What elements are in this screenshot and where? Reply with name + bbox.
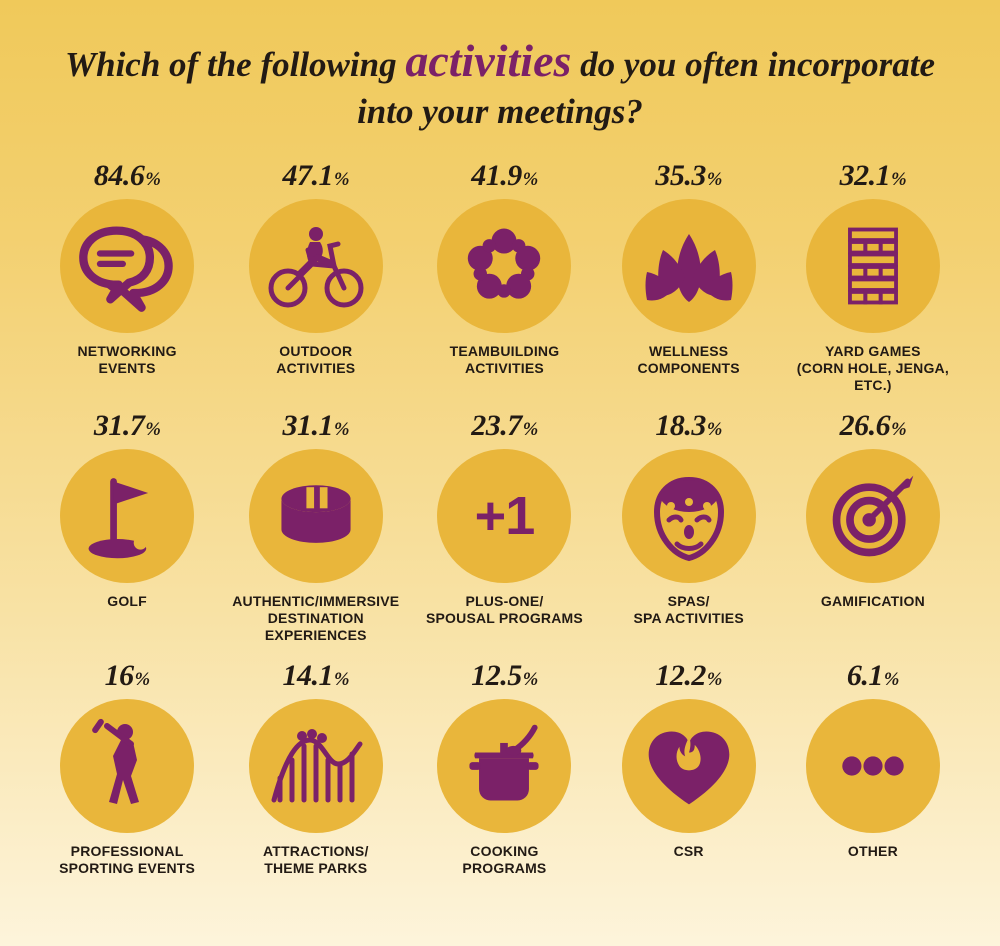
activity-percentage: 18.3% — [655, 409, 722, 443]
activity-item: 12.5% COOKING PROGRAMS — [425, 659, 583, 895]
activity-label: TEAMBUILDING ACTIVITIES — [450, 343, 560, 395]
infographic-title: Which of the following activities do you… — [48, 32, 952, 133]
lotus-icon — [622, 199, 756, 333]
activity-percentage: 16% — [105, 659, 150, 693]
activity-percentage: 26.6% — [840, 409, 907, 443]
activity-item: 32.1% YARD GAMES (CORN HOLE, JENGA, ETC.) — [794, 159, 952, 395]
activity-label: PROFESSIONAL SPORTING EVENTS — [59, 843, 195, 895]
activity-label: GAMIFICATION — [821, 593, 925, 645]
activity-item: 31.1% AUTHENTIC/IMMERSIVE DESTINATION EX… — [232, 409, 399, 645]
pot-icon — [437, 699, 571, 833]
activity-label: OTHER — [848, 843, 898, 895]
heartflame-icon — [622, 699, 756, 833]
activity-item: 12.2% CSR — [610, 659, 768, 895]
activity-label: SPAS/ SPA ACTIVITIES — [633, 593, 743, 645]
activity-label: PLUS-ONE/ SPOUSAL PROGRAMS — [426, 593, 583, 645]
activity-label: WELLNESS COMPONENTS — [638, 343, 740, 395]
chat-icon — [60, 199, 194, 333]
activity-label: ATTRACTIONS/ THEME PARKS — [263, 843, 369, 895]
spa-icon — [622, 449, 756, 583]
jenga-icon — [806, 199, 940, 333]
activity-label: YARD GAMES (CORN HOLE, JENGA, ETC.) — [794, 343, 952, 395]
activity-item: 16% PROFESSIONAL SPORTING EVENTS — [48, 659, 206, 895]
activity-item: 35.3% WELLNESS COMPONENTS — [610, 159, 768, 395]
activity-percentage: 41.9% — [471, 159, 538, 193]
activity-percentage: 35.3% — [655, 159, 722, 193]
title-emphasis: activities — [405, 35, 571, 86]
activities-grid: 84.6% NETWORKING EVENTS 47.1% — [48, 159, 952, 895]
activity-item: 23.7% +1 PLUS-ONE/ SPOUSAL PROGRAMS — [425, 409, 583, 645]
activity-label: OUTDOOR ACTIVITIES — [276, 343, 355, 395]
activity-item: 14.1% ATTRACTIONS/ THEME PARKS — [232, 659, 399, 895]
activity-percentage: 84.6% — [94, 159, 161, 193]
plusone-icon: +1 — [437, 449, 571, 583]
activity-percentage: 12.5% — [471, 659, 538, 693]
activity-percentage: 23.7% — [471, 409, 538, 443]
golf-icon — [60, 449, 194, 583]
cylinder-icon — [249, 449, 383, 583]
activity-percentage: 47.1% — [283, 159, 350, 193]
activity-item: 18.3% SPAS/ SPA ACTIVITIES — [610, 409, 768, 645]
batter-icon — [60, 699, 194, 833]
activity-label: NETWORKING EVENTS — [77, 343, 176, 395]
activity-item: 41.9% TEAMBUILDING ACTIVITIES — [425, 159, 583, 395]
dots-icon — [806, 699, 940, 833]
activity-percentage: 31.1% — [283, 409, 350, 443]
activity-label: GOLF — [107, 593, 147, 645]
activity-item: 84.6% NETWORKING EVENTS — [48, 159, 206, 395]
teamring-icon — [437, 199, 571, 333]
activity-label: COOKING PROGRAMS — [462, 843, 546, 895]
activity-label: CSR — [674, 843, 704, 895]
activity-percentage: 32.1% — [840, 159, 907, 193]
activity-label: AUTHENTIC/IMMERSIVE DESTINATION EXPERIEN… — [232, 593, 399, 645]
coaster-icon — [249, 699, 383, 833]
activity-item: 6.1% OTHER — [794, 659, 952, 895]
activity-item: 31.7% GOLF — [48, 409, 206, 645]
activity-percentage: 14.1% — [283, 659, 350, 693]
target-icon — [806, 449, 940, 583]
bike-icon — [249, 199, 383, 333]
activity-item: 47.1% OUTDOOR ACTIVITIES — [232, 159, 399, 395]
title-pre: Which of the following — [65, 45, 405, 84]
activity-item: 26.6% GAMIFICATION — [794, 409, 952, 645]
activity-percentage: 12.2% — [655, 659, 722, 693]
activity-percentage: 31.7% — [94, 409, 161, 443]
activity-percentage: 6.1% — [847, 659, 899, 693]
